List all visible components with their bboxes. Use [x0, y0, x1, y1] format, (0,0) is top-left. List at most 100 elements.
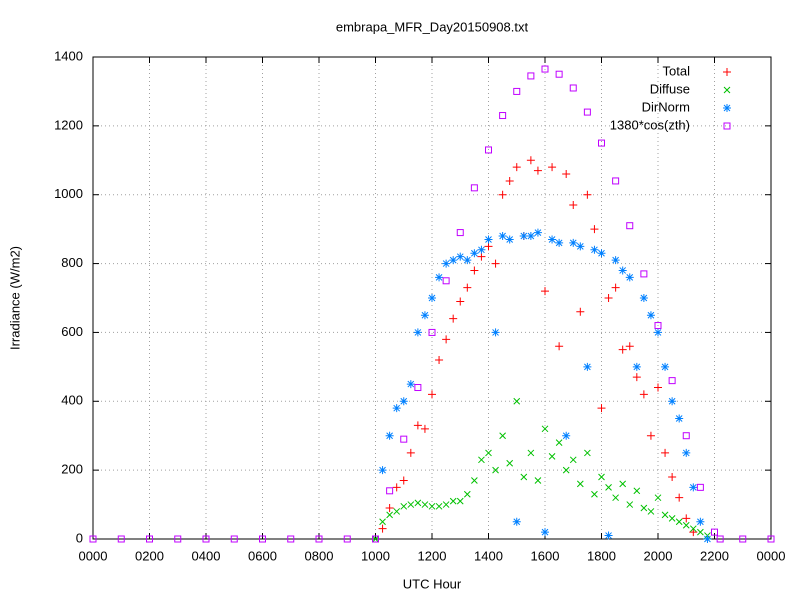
marker	[527, 72, 535, 80]
legend-label: Total	[663, 63, 691, 78]
marker	[661, 448, 670, 457]
marker	[668, 397, 677, 406]
marker	[505, 176, 514, 185]
y-tick-label: 1400	[54, 48, 83, 63]
marker	[477, 252, 486, 261]
x-tick-label: 0600	[248, 548, 277, 563]
x-tick-label: 0000	[757, 548, 786, 563]
marker	[654, 322, 662, 330]
marker	[259, 535, 266, 543]
marker	[506, 459, 514, 467]
marker	[654, 494, 662, 502]
marker	[392, 483, 401, 492]
marker	[619, 480, 627, 488]
marker	[625, 273, 634, 282]
marker	[512, 517, 521, 526]
y-tick-label: 600	[61, 324, 83, 339]
marker	[675, 493, 684, 502]
marker	[576, 307, 585, 316]
marker	[442, 501, 450, 508]
marker	[400, 502, 408, 510]
marker	[420, 424, 429, 433]
marker	[386, 511, 393, 519]
marker	[435, 355, 444, 364]
marker	[428, 390, 436, 399]
marker	[739, 535, 747, 543]
marker	[463, 283, 472, 292]
marker	[618, 266, 627, 275]
marker	[400, 435, 408, 443]
marker	[407, 501, 415, 508]
marker	[696, 517, 705, 526]
marker	[562, 431, 571, 440]
legend-label: Diffuse	[650, 81, 690, 96]
marker	[470, 249, 479, 258]
marker	[541, 425, 549, 433]
marker	[639, 390, 648, 399]
marker	[682, 514, 691, 523]
marker	[661, 362, 670, 371]
marker	[393, 508, 401, 515]
marker	[442, 277, 450, 285]
marker	[640, 270, 648, 278]
marker	[646, 311, 655, 320]
marker	[682, 448, 691, 457]
legend-marker	[723, 122, 731, 130]
marker	[413, 328, 422, 337]
marker	[478, 456, 485, 464]
marker	[598, 139, 605, 147]
marker	[675, 518, 683, 526]
marker	[456, 252, 465, 261]
x-tick-label: 1600	[531, 548, 560, 563]
marker	[442, 259, 451, 268]
marker	[520, 473, 528, 481]
legend-label: DirNorm	[642, 99, 690, 114]
marker	[654, 328, 662, 337]
marker	[379, 518, 386, 526]
marker	[555, 238, 564, 247]
marker	[413, 421, 422, 430]
marker	[576, 242, 585, 251]
marker	[414, 384, 422, 392]
marker	[584, 449, 591, 457]
marker	[639, 294, 648, 302]
marker	[583, 362, 592, 371]
marker	[640, 504, 648, 512]
marker	[682, 521, 690, 529]
marker	[583, 108, 591, 116]
marker	[406, 380, 415, 389]
marker	[675, 414, 684, 423]
marker	[428, 328, 436, 336]
marker	[420, 311, 429, 320]
marker	[611, 283, 620, 292]
marker	[484, 242, 493, 251]
marker	[378, 466, 387, 475]
marker	[485, 146, 492, 154]
marker	[385, 431, 394, 440]
marker	[492, 466, 499, 474]
marker	[421, 501, 429, 508]
marker	[767, 535, 775, 543]
marker	[463, 256, 472, 265]
marker	[491, 328, 500, 337]
marker	[527, 449, 535, 457]
marker	[343, 535, 351, 543]
marker	[548, 235, 557, 244]
marker	[548, 453, 556, 460]
marker	[562, 466, 570, 474]
marker	[590, 245, 599, 254]
marker	[633, 487, 641, 495]
marker	[456, 297, 465, 306]
marker	[519, 232, 528, 241]
marker	[315, 535, 323, 543]
marker	[541, 65, 549, 73]
x-tick-label: 1000	[361, 548, 390, 563]
marker	[533, 228, 542, 237]
marker	[414, 499, 422, 507]
y-axis-label: Irradiance (W/m2)	[7, 246, 22, 350]
plot-frame	[92, 56, 772, 540]
marker	[117, 535, 125, 543]
legend-label: 1380*cos(zth)	[610, 117, 690, 132]
marker	[605, 484, 612, 491]
y-tick-label: 800	[61, 255, 83, 270]
